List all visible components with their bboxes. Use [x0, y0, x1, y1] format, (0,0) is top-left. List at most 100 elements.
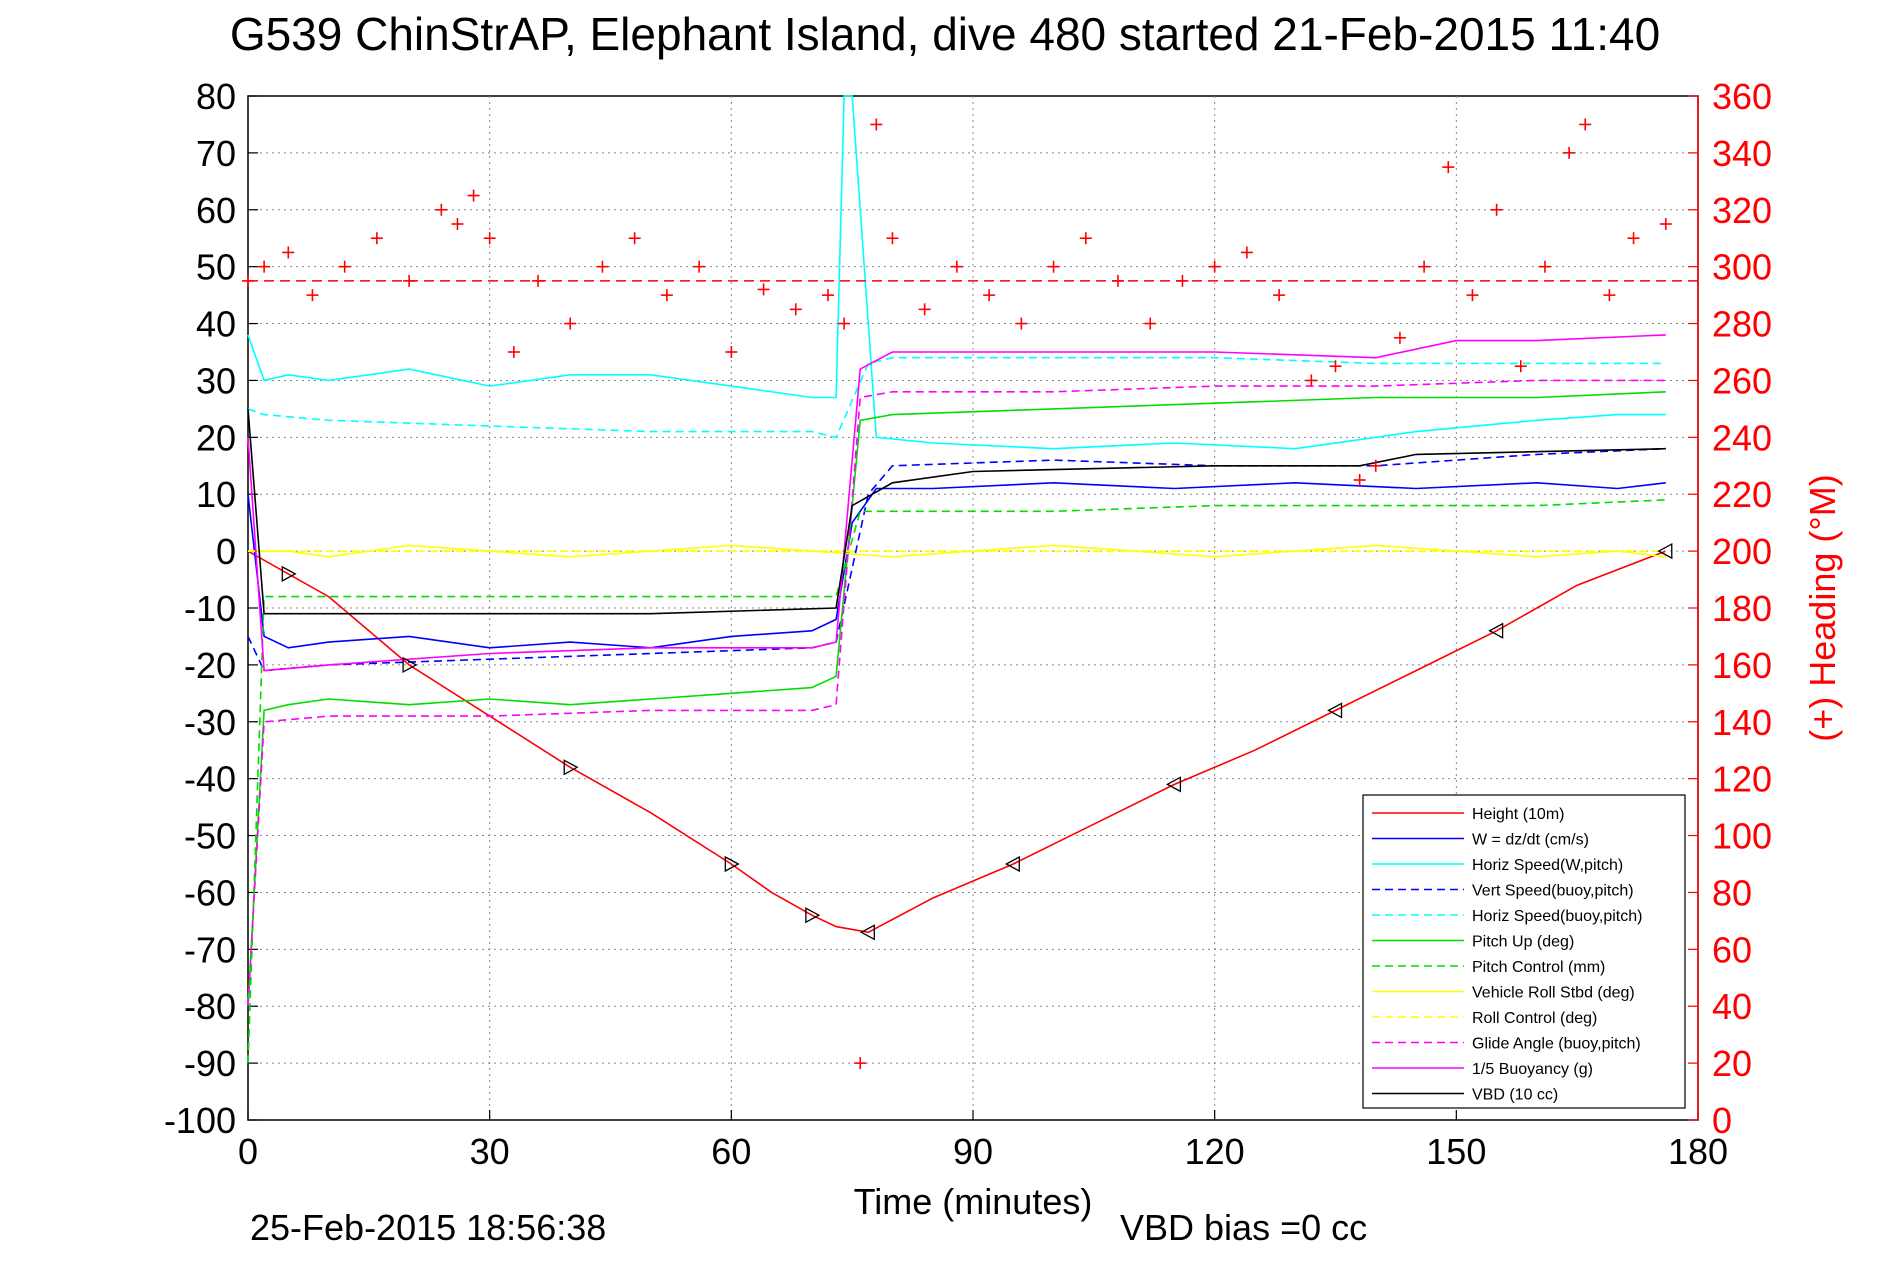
- heading-point: [1112, 274, 1124, 287]
- y-left-tick-label: 0: [216, 531, 236, 572]
- heading-point: [1305, 374, 1318, 387]
- y-left-tick-label: -50: [184, 816, 236, 857]
- heading-point: [918, 303, 931, 316]
- legend-label-1: W = dz/dt (cm/s): [1472, 832, 1589, 849]
- legend: Height (10m) W = dz/dt (cm/s) Horiz Speed(…: [1362, 794, 1686, 1109]
- legend-label-6: Pitch Control (mm): [1472, 959, 1605, 976]
- heading-point: [838, 317, 851, 330]
- heading-point: [1563, 146, 1576, 159]
- series-line-4: [247, 356, 1666, 439]
- heading-point: [1047, 260, 1060, 273]
- legend-label-3: Vert Speed(buoy,pitch): [1472, 883, 1634, 900]
- y-right-tick-label: 200: [1712, 531, 1772, 572]
- y-left-tick-label: -70: [184, 929, 236, 970]
- x-tick-label: 150: [1426, 1131, 1486, 1172]
- y-right-tick-label: 220: [1712, 474, 1772, 515]
- y-left-tick-label: -40: [184, 759, 236, 800]
- heading-point: [1176, 274, 1189, 287]
- heading-point: [1466, 289, 1479, 302]
- y-right-tick-label: 140: [1712, 702, 1772, 743]
- y-left-tick-label: -90: [184, 1043, 236, 1084]
- timestamp-label: 25-Feb-2015 18:56:38: [250, 1207, 606, 1248]
- y-left-tick-label: -100: [164, 1100, 236, 1141]
- heading-point: [870, 118, 883, 131]
- heading-point: [403, 274, 416, 287]
- series-line-7: [248, 544, 1666, 558]
- heading-point: [532, 274, 544, 287]
- legend-label-5: Pitch Up (deg): [1472, 934, 1574, 951]
- legend-box: [1362, 794, 1686, 1109]
- heading-point: [451, 218, 464, 230]
- y-left-tick-label: -30: [184, 702, 236, 743]
- heading-point: [596, 260, 609, 273]
- y-right-tick-label: 320: [1712, 190, 1772, 231]
- height-marker: [402, 656, 418, 673]
- y-left-tick-label: 30: [196, 360, 236, 401]
- heading-point: [1329, 360, 1342, 373]
- y-left-tick-label: 60: [196, 190, 236, 231]
- heading-point: [1353, 474, 1366, 486]
- heading-point: [693, 260, 706, 273]
- y-right-tick-label: 160: [1712, 645, 1772, 686]
- series-line-11: [247, 408, 1666, 615]
- heading-point: [757, 283, 770, 296]
- series-line-10: [247, 334, 1666, 672]
- heading-point: [507, 346, 520, 358]
- y-left-tick-label: 50: [196, 247, 236, 288]
- heading-point: [1144, 317, 1157, 330]
- y-left-tick-label: 20: [196, 417, 236, 458]
- heading-point: [467, 189, 480, 202]
- heading-point: [983, 289, 996, 302]
- heading-point: [1514, 360, 1527, 373]
- heading-point: [564, 317, 577, 330]
- height-marker: [859, 924, 875, 941]
- heading-point: [1538, 260, 1551, 273]
- y-right-tick-label: 260: [1712, 360, 1772, 401]
- heading-point: [1579, 118, 1592, 131]
- x-tick-label: 0: [238, 1131, 258, 1172]
- heading-point: [1393, 331, 1406, 344]
- series-layer: [247, 95, 1673, 1064]
- series-line-2: [247, 95, 1666, 450]
- heading-point: [242, 274, 254, 287]
- y-left-tick-label: -10: [184, 588, 236, 629]
- height-marker: [563, 759, 579, 776]
- heading-point: [1273, 289, 1286, 302]
- y-right-tick-label: 80: [1712, 872, 1752, 913]
- heading-point: [1369, 459, 1382, 472]
- heading-point: [789, 303, 802, 316]
- y-right-tick-label: 180: [1712, 588, 1772, 629]
- heading-point: [1659, 218, 1672, 230]
- heading-point: [306, 289, 319, 302]
- axis-ticks: 0 30 60 90 120 150 18080706050403020100-10-20-…: [164, 76, 1772, 1172]
- heading-point: [628, 232, 641, 245]
- height-marker: [1657, 543, 1673, 560]
- heading-point: [282, 246, 295, 259]
- legend-label-4: Horiz Speed(buoy,pitch): [1472, 908, 1642, 925]
- heading-point: [370, 232, 383, 245]
- legend-label-11: VBD (10 cc): [1472, 1087, 1558, 1104]
- series-line-0: [247, 550, 1667, 934]
- series-line-9: [247, 379, 1666, 1007]
- heading-point: [1490, 203, 1503, 216]
- heading-point: [338, 260, 351, 273]
- heading-point: [886, 232, 899, 245]
- heading-point: [483, 232, 496, 245]
- x-axis-label: Time (minutes): [854, 1181, 1093, 1222]
- y-right-tick-label: 360: [1712, 76, 1772, 117]
- y-left-tick-label: -20: [184, 645, 236, 686]
- y-right-tick-label: 0: [1712, 1100, 1732, 1141]
- heading-layer: [242, 118, 1698, 1070]
- y-right-tick-label: 60: [1712, 929, 1752, 970]
- heading-point: [1208, 260, 1221, 273]
- heading-point: [1627, 232, 1640, 245]
- x-tick-label: 180: [1668, 1131, 1728, 1172]
- y-right-tick-label: 300: [1712, 247, 1772, 288]
- y-right-tick-label: 120: [1712, 759, 1772, 800]
- height-marker: [805, 907, 821, 924]
- y-right-tick-label: 100: [1712, 816, 1772, 857]
- heading-point: [1603, 289, 1616, 302]
- legend-label-2: Horiz Speed(W,pitch): [1472, 857, 1623, 874]
- legend-label-8: Roll Control (deg): [1472, 1010, 1597, 1027]
